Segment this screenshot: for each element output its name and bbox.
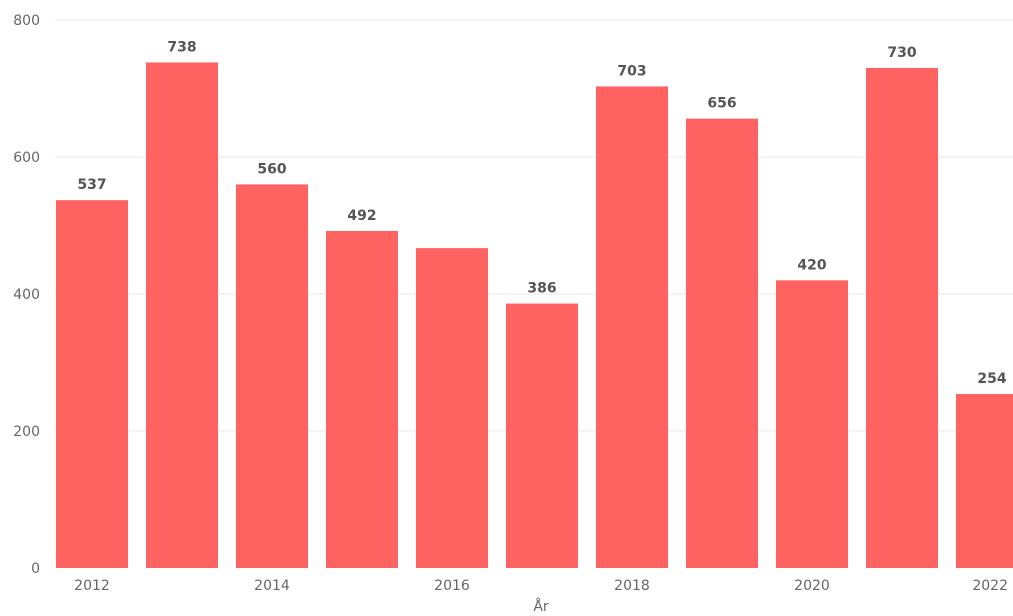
- bars: [56, 62, 1013, 569]
- data-label-2018: 703: [617, 63, 646, 79]
- bar-2017[interactable]: [506, 303, 578, 568]
- bar-2020[interactable]: [776, 280, 848, 568]
- bar-2019[interactable]: [686, 118, 758, 568]
- bar-2013[interactable]: [146, 62, 218, 568]
- x-axis: 2012 2014 2016 2018 2020 2022: [74, 578, 1008, 594]
- x-axis-title: År: [533, 598, 549, 615]
- y-tick-label-800: 800: [13, 13, 40, 29]
- data-label-2014: 560: [257, 161, 286, 177]
- bar-2015[interactable]: [326, 230, 398, 569]
- data-label-2022: 254: [977, 371, 1006, 387]
- y-tick-label-600: 600: [13, 150, 40, 166]
- x-tick-label-2018: 2018: [614, 578, 650, 594]
- x-tick-label-2016: 2016: [434, 578, 470, 594]
- data-label-2017: 386: [527, 281, 556, 297]
- x-tick-label-2022: 2022: [972, 578, 1008, 594]
- data-label-2020: 420: [797, 257, 826, 273]
- y-axis: 0 200 400 600 800: [13, 13, 40, 577]
- bar-2021[interactable]: [866, 67, 938, 568]
- x-tick-label-2020: 2020: [794, 578, 830, 594]
- data-label-2012: 537: [77, 177, 106, 193]
- data-label-2019: 656: [707, 96, 736, 112]
- data-labels: 537 738 560 492 386 703 656 420 730 254: [77, 39, 1006, 387]
- data-label-2013: 738: [167, 39, 196, 55]
- x-tick-label-2012: 2012: [74, 578, 110, 594]
- bar-2016[interactable]: [416, 248, 488, 569]
- y-tick-label-400: 400: [13, 287, 40, 303]
- bar-2018[interactable]: [596, 86, 668, 568]
- bar-2022[interactable]: [956, 394, 1013, 568]
- y-tick-label-200: 200: [13, 424, 40, 440]
- y-tick-label-0: 0: [31, 561, 40, 577]
- bar-2012[interactable]: [56, 200, 128, 568]
- x-tick-label-2014: 2014: [254, 578, 290, 594]
- data-label-2021: 730: [887, 45, 916, 61]
- bar-2014[interactable]: [236, 184, 308, 568]
- data-label-2015: 492: [347, 208, 376, 224]
